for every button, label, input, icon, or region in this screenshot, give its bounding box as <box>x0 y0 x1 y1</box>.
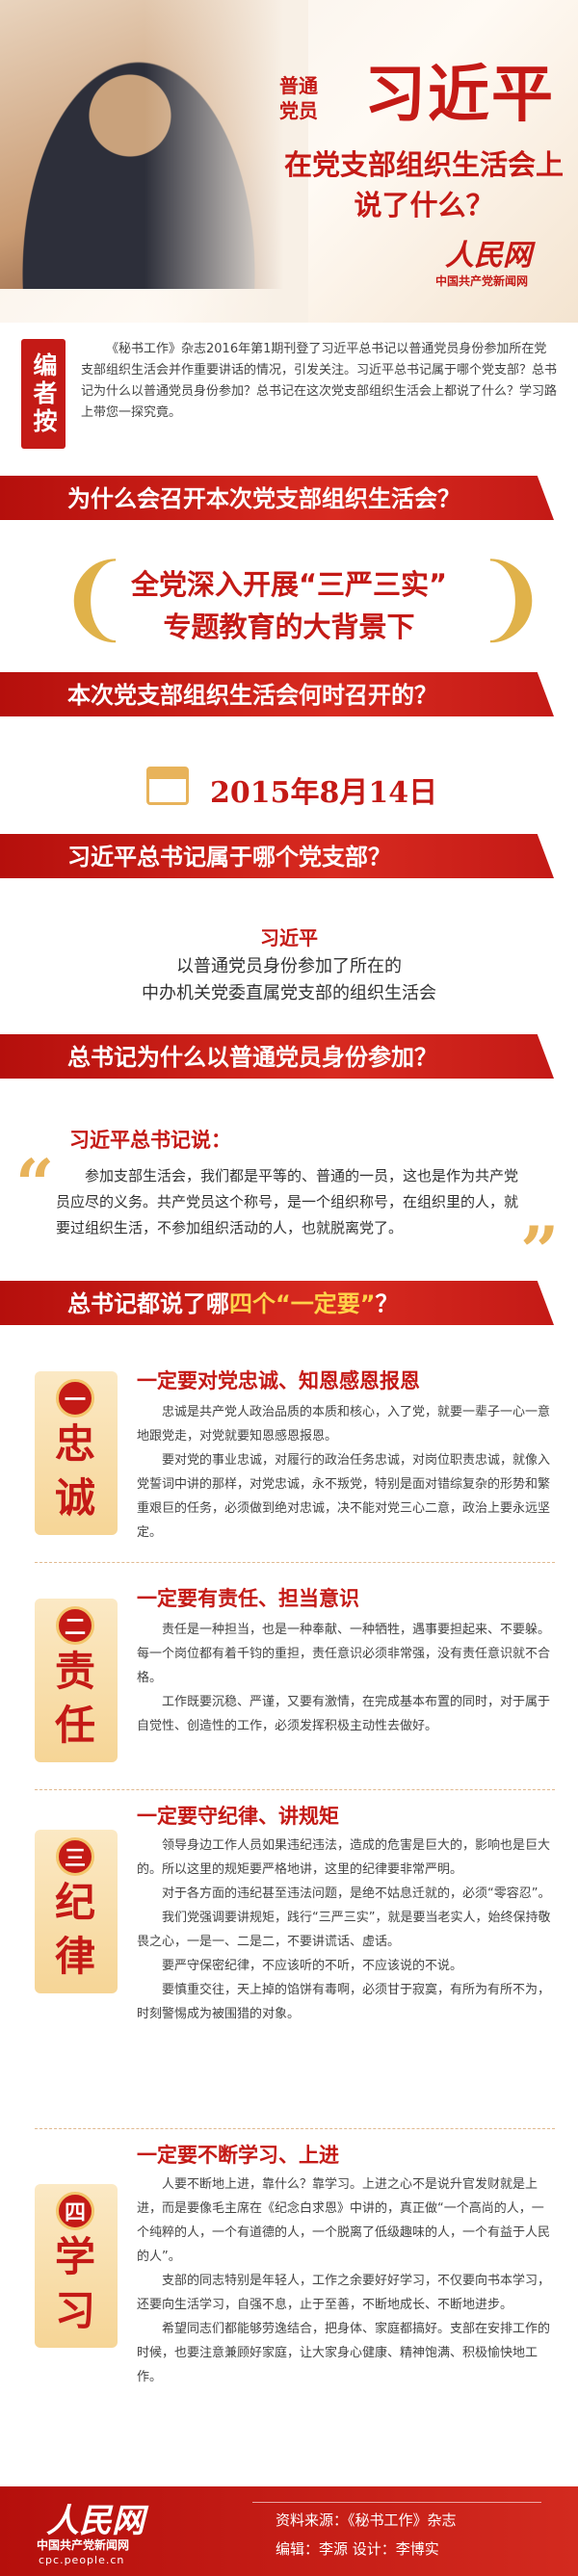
branch-line-1: 以普通党员身份参加了所在的 <box>176 956 402 976</box>
editor-note-badge: 编者按 <box>21 339 66 449</box>
calendar-icon <box>146 767 189 805</box>
must-2-badge: 二 责 任 <box>44 1606 106 1753</box>
footer-logo: 人民网 <box>46 2502 144 2540</box>
people-logo-subtitle: 中国共产党新闻网 <box>435 274 529 288</box>
footer-url: cpc.people.cn <box>39 2554 125 2566</box>
background-line-2: 专题教育的大背景下 <box>163 611 415 643</box>
people-logo: 人民网 <box>445 239 532 273</box>
branch-person: 习近平 <box>260 926 318 950</box>
background-line-1: 全党深入开展“三严三实” <box>130 568 448 601</box>
footer-source: 资料来源：《秘书工作》杂志 <box>276 2511 457 2529</box>
editor-note-text: 《秘书工作》杂志2016年第1期刊登了习近平总书记以普通党员身份参加所在党支部组… <box>81 342 558 420</box>
branch-line-2: 中办机关党委直属党支部的组织生活会 <box>142 983 436 1003</box>
must-3-number: 三 <box>56 1837 94 1876</box>
section-title: 本次党支部组织生活会何时召开的？ <box>67 682 437 709</box>
meeting-date: 2015年8月14日 <box>210 776 438 810</box>
section-banner-four-musts: 总书记都说了哪四个“一定要”？ <box>0 1271 578 1329</box>
must-2-title: 一定要有责任、担当意识 <box>137 1587 359 1610</box>
must-3-title: 一定要守纪律、讲规矩 <box>137 1805 339 1828</box>
quote-open-icon: “ <box>15 1144 55 1224</box>
must-1-title: 一定要对党忠诚、知恩感恩报恩 <box>137 1369 420 1392</box>
must-1-badge: 一 忠 诚 <box>44 1379 106 1525</box>
section-banner-reason: 总书记为什么以普通党员身份参加？ <box>0 1025 578 1082</box>
must-4-title: 一定要不断学习、上进 <box>137 2144 339 2167</box>
must-1-body: 忠诚是共产党人政治品质的本质和核心，入了党，就要一辈子一心一意地跟党走，对党就要… <box>137 1405 551 1540</box>
footer-credits: 编辑：李源 设计：李博实 <box>276 2540 439 2558</box>
section-banner-when: 本次党支部组织生活会何时召开的？ <box>0 663 578 720</box>
must-3-body: 领导身边工作人员如果违纪违法，造成的危害是巨大的，影响也是巨大的。所以这里的规矩… <box>137 1838 551 2021</box>
footer: 人民网 中国共产党新闻网 cpc.people.cn 资料来源：《秘书工作》杂志… <box>0 2486 578 2576</box>
section-banner-why: 为什么会召开本次党支部组织生活会？ <box>0 466 578 524</box>
section-title: 总书记为什么以普通党员身份参加？ <box>67 1044 437 1071</box>
section-title: 总书记都说了哪四个“一定要”？ <box>67 1290 399 1317</box>
must-2-number: 二 <box>56 1606 94 1645</box>
footer-logo-subtitle: 中国共产党新闻网 <box>37 2538 130 2552</box>
section-title: 为什么会召开本次党支部组织生活会？ <box>67 485 460 512</box>
section-banner-branch: 习近平总书记属于哪个党支部？ <box>0 824 578 882</box>
must-4-badge: 四 学 习 <box>44 2192 106 2338</box>
quote-close-icon: ” <box>520 1211 560 1291</box>
hero-subtitle: 在党支部组织生活会上说了什么？ <box>284 148 565 221</box>
hero-banner: 普通 党员 习近平 在党支部组织生活会上说了什么？ 人民网 中国共产党新闻网 <box>0 0 578 323</box>
reason-quote: 参加支部生活会，我们都是平等的、普通的一员，这也是作为共产党员应尽的义务。共产党… <box>56 1167 519 1236</box>
must-2-body: 责任是一种担当，也是一种奉献、一种牺牲，遇事要担起来、不要躲。每一个岗位都有着千… <box>137 1623 551 1733</box>
hero-name: 习近平 <box>364 60 555 131</box>
must-4-number: 四 <box>56 2192 94 2230</box>
reason-heading: 习近平总书记说： <box>69 1129 231 1152</box>
hero-label: 普通 党员 <box>279 74 318 122</box>
must-1-number: 一 <box>56 1379 94 1418</box>
must-3-badge: 三 纪 律 <box>44 1837 106 1984</box>
must-4-body: 人要不断地上进，靠什么？靠学习。上进之心不是说升官发财就是上进，而是要像毛主席在… <box>137 2177 551 2384</box>
section-title: 习近平总书记属于哪个党支部？ <box>67 844 391 871</box>
